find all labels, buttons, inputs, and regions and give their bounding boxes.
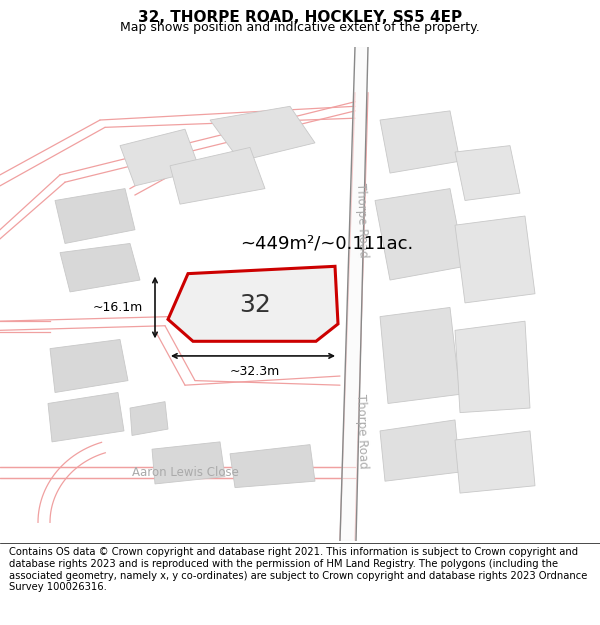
Polygon shape bbox=[230, 444, 315, 488]
Text: Thorpe Road: Thorpe Road bbox=[354, 183, 370, 258]
Polygon shape bbox=[380, 111, 460, 173]
Polygon shape bbox=[455, 216, 535, 303]
Polygon shape bbox=[48, 392, 124, 442]
Polygon shape bbox=[130, 402, 168, 436]
Text: Contains OS data © Crown copyright and database right 2021. This information is : Contains OS data © Crown copyright and d… bbox=[9, 548, 587, 592]
Polygon shape bbox=[205, 274, 308, 335]
Polygon shape bbox=[340, 47, 368, 541]
Text: ~16.1m: ~16.1m bbox=[93, 301, 143, 314]
Polygon shape bbox=[210, 106, 315, 161]
Polygon shape bbox=[455, 431, 535, 493]
Text: 32: 32 bbox=[239, 292, 271, 317]
Polygon shape bbox=[375, 189, 465, 280]
Text: ~32.3m: ~32.3m bbox=[230, 365, 280, 378]
Polygon shape bbox=[60, 244, 140, 292]
Polygon shape bbox=[152, 442, 225, 484]
Polygon shape bbox=[168, 266, 338, 341]
Polygon shape bbox=[170, 148, 265, 204]
Polygon shape bbox=[55, 189, 135, 244]
Polygon shape bbox=[120, 129, 200, 186]
Polygon shape bbox=[50, 339, 128, 392]
Polygon shape bbox=[380, 420, 460, 481]
Polygon shape bbox=[380, 308, 460, 404]
Text: Aaron Lewis Close: Aaron Lewis Close bbox=[131, 466, 238, 479]
Polygon shape bbox=[455, 146, 520, 201]
Text: Thorpe Road: Thorpe Road bbox=[354, 393, 370, 469]
Text: ~449m²/~0.111ac.: ~449m²/~0.111ac. bbox=[240, 234, 413, 253]
Polygon shape bbox=[455, 321, 530, 412]
Text: Map shows position and indicative extent of the property.: Map shows position and indicative extent… bbox=[120, 21, 480, 34]
Text: 32, THORPE ROAD, HOCKLEY, SS5 4EP: 32, THORPE ROAD, HOCKLEY, SS5 4EP bbox=[138, 10, 462, 25]
